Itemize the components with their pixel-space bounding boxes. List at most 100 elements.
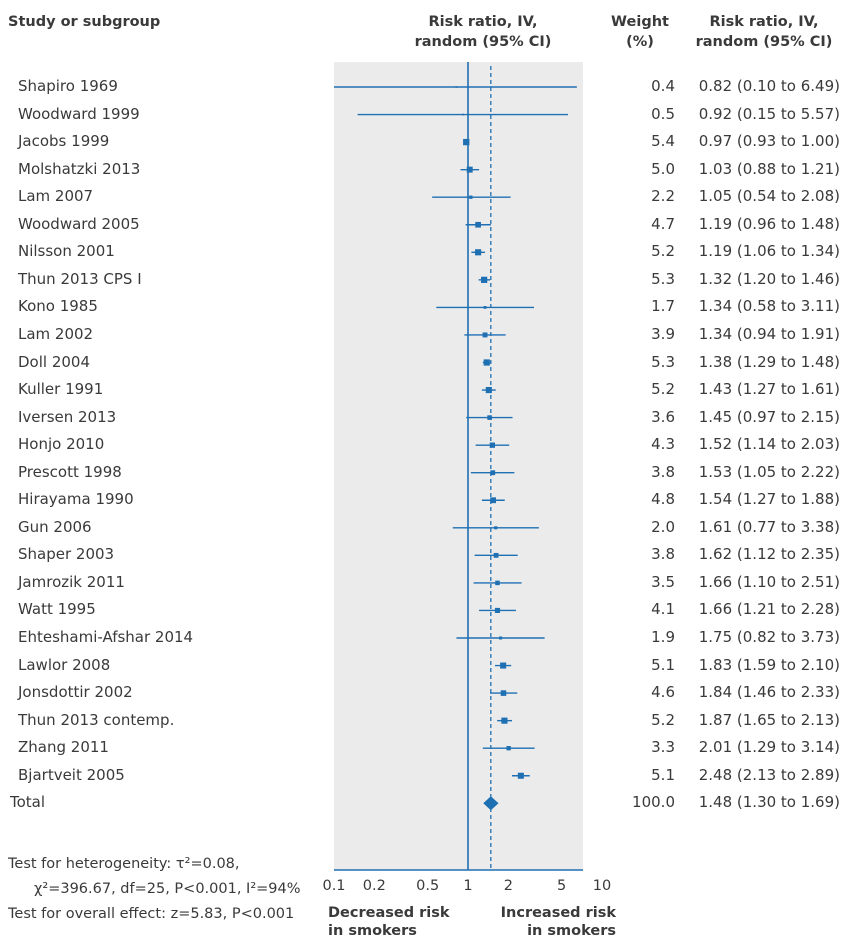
study-ci-text: 0.97 (0.93 to 1.00) <box>698 132 840 151</box>
x-tick-label: 0.1 <box>322 878 345 894</box>
study-point-estimate <box>463 138 470 146</box>
study-point-estimate <box>494 526 498 530</box>
study-ci-text: 1.87 (1.65 to 2.13) <box>698 710 840 729</box>
study-label: Thun 2013 contemp. <box>18 710 175 729</box>
study-weight: 5.3 <box>651 269 675 288</box>
study-ci-text: 1.19 (0.96 to 1.48) <box>698 214 840 233</box>
direction-left: Decreased risk in smokers <box>328 904 450 940</box>
study-label: Nilsson 2001 <box>18 242 115 261</box>
study-weight: 5.2 <box>651 380 675 399</box>
study-label: Gun 2006 <box>18 517 92 536</box>
study-weight: 1.7 <box>651 297 675 316</box>
study-point-estimate <box>494 607 501 613</box>
study-weight: 0.5 <box>651 104 675 123</box>
study-label: Honjo 2010 <box>18 435 105 454</box>
study-point-estimate <box>483 305 487 309</box>
heterogeneity-line1: Test for heterogeneity: τ²=0.08, <box>8 856 240 872</box>
study-weight: 5.1 <box>651 765 675 784</box>
direction-left-line1: Decreased risk <box>328 905 450 921</box>
study-ci-text: 1.34 (0.58 to 3.11) <box>698 297 840 316</box>
study-weight: 3.3 <box>651 738 675 757</box>
study-point-estimate <box>490 470 496 476</box>
study-ci-text: 1.43 (1.27 to 1.61) <box>698 380 840 399</box>
study-point-estimate <box>506 746 511 751</box>
header-weight-line1: Weight <box>611 14 669 30</box>
study-weight: 4.6 <box>651 683 675 702</box>
study-ci-text: 1.61 (0.77 to 3.38) <box>698 517 840 536</box>
total-weight: 100.0 <box>632 793 675 812</box>
study-weight: 2.0 <box>651 517 675 536</box>
study-weight: 5.0 <box>651 159 675 178</box>
header-ci-line1: Risk ratio, IV, <box>709 14 819 30</box>
study-point-estimate <box>475 249 482 256</box>
study-point-estimate <box>493 552 499 558</box>
study-point-estimate <box>517 772 524 779</box>
study-point-estimate <box>489 442 496 448</box>
x-tick-label: 0.5 <box>416 878 439 894</box>
study-label: Jacobs 1999 <box>18 132 110 151</box>
study-label: Zhang 2011 <box>18 738 109 757</box>
study-weight: 4.3 <box>651 435 675 454</box>
header-weight-line2: (%) <box>626 34 654 50</box>
header-risk-ratio-line2: random (95% CI) <box>414 34 552 50</box>
study-weight: 3.5 <box>651 572 675 591</box>
study-label: Kono 1985 <box>18 297 98 316</box>
study-point-estimate <box>490 497 497 504</box>
study-label: Thun 2013 CPS I <box>18 269 142 288</box>
study-weight: 1.9 <box>651 628 675 646</box>
header-risk-ratio-plot: Risk ratio, IV, random (95% CI) <box>398 12 568 52</box>
study-point-estimate <box>485 386 492 394</box>
study-ci-text: 1.66 (1.21 to 2.28) <box>698 600 840 619</box>
study-weight: 5.4 <box>651 132 675 151</box>
study-label: Bjartveit 2005 <box>18 765 125 784</box>
overall-effect-test: Test for overall effect: z=5.83, P<0.001 <box>8 906 295 922</box>
study-weight: 5.2 <box>651 242 675 261</box>
x-tick-label: 10 <box>593 878 611 894</box>
header-weight: Weight (%) <box>605 12 675 52</box>
study-label: Iversen 2013 <box>18 407 117 426</box>
study-label: Lawlor 2008 <box>18 655 111 674</box>
x-tick-label: 2 <box>504 878 513 894</box>
study-ci-text: 1.75 (0.82 to 3.73) <box>698 628 840 646</box>
study-label: Molshatzki 2013 <box>18 159 141 178</box>
study-point-estimate <box>481 276 488 283</box>
study-label: Hirayama 1990 <box>18 490 134 509</box>
study-weight: 3.6 <box>651 407 675 426</box>
study-ci-text: 1.83 (1.59 to 2.10) <box>698 655 840 674</box>
study-ci-text: 2.01 (1.29 to 3.14) <box>698 738 840 757</box>
study-ci-text: 0.82 (0.10 to 6.49) <box>698 77 840 95</box>
study-point-estimate <box>466 166 473 173</box>
heterogeneity-line2: χ²=396.67, df=25, P<0.001, I²=94% <box>34 881 301 897</box>
study-weight: 5.2 <box>651 710 675 729</box>
study-weight: 2.2 <box>651 187 675 206</box>
study-weight: 4.8 <box>651 490 675 509</box>
header-ci: Risk ratio, IV, random (95% CI) <box>688 12 840 52</box>
study-ci-text: 1.03 (0.88 to 1.21) <box>698 159 840 178</box>
study-weight: 3.8 <box>651 545 675 564</box>
study-ci-text: 1.34 (0.94 to 1.91) <box>698 324 840 343</box>
study-weight: 0.4 <box>651 77 675 95</box>
x-tick-label: 5 <box>557 878 566 894</box>
x-tick-label: 0.2 <box>363 878 386 894</box>
study-ci-text: 1.05 (0.54 to 2.08) <box>698 187 840 206</box>
study-point-estimate <box>469 195 473 199</box>
direction-right-line2: in smokers <box>527 923 616 939</box>
study-label: Jonsdottir 2002 <box>18 683 133 702</box>
study-point-estimate <box>483 359 490 366</box>
study-weight: 5.1 <box>651 655 675 674</box>
study-weight: 3.9 <box>651 324 675 343</box>
study-ci-text: 2.48 (2.13 to 2.89) <box>698 765 840 784</box>
plot-panel-background <box>334 62 583 870</box>
study-label: Watt 1995 <box>18 600 96 619</box>
study-weight: 4.7 <box>651 214 675 233</box>
study-label: Woodward 1999 <box>18 104 140 123</box>
header-risk-ratio-line1: Risk ratio, IV, <box>428 14 538 30</box>
study-ci-text: 1.52 (1.14 to 2.03) <box>698 435 840 454</box>
study-weight: 5.3 <box>651 352 675 371</box>
study-label: Kuller 1991 <box>18 380 104 399</box>
study-ci-text: 1.54 (1.27 to 1.88) <box>698 490 840 509</box>
study-ci-text: 1.53 (1.05 to 2.22) <box>698 462 840 481</box>
header-study: Study or subgroup <box>8 14 161 30</box>
study-label: Lam 2002 <box>18 324 94 343</box>
